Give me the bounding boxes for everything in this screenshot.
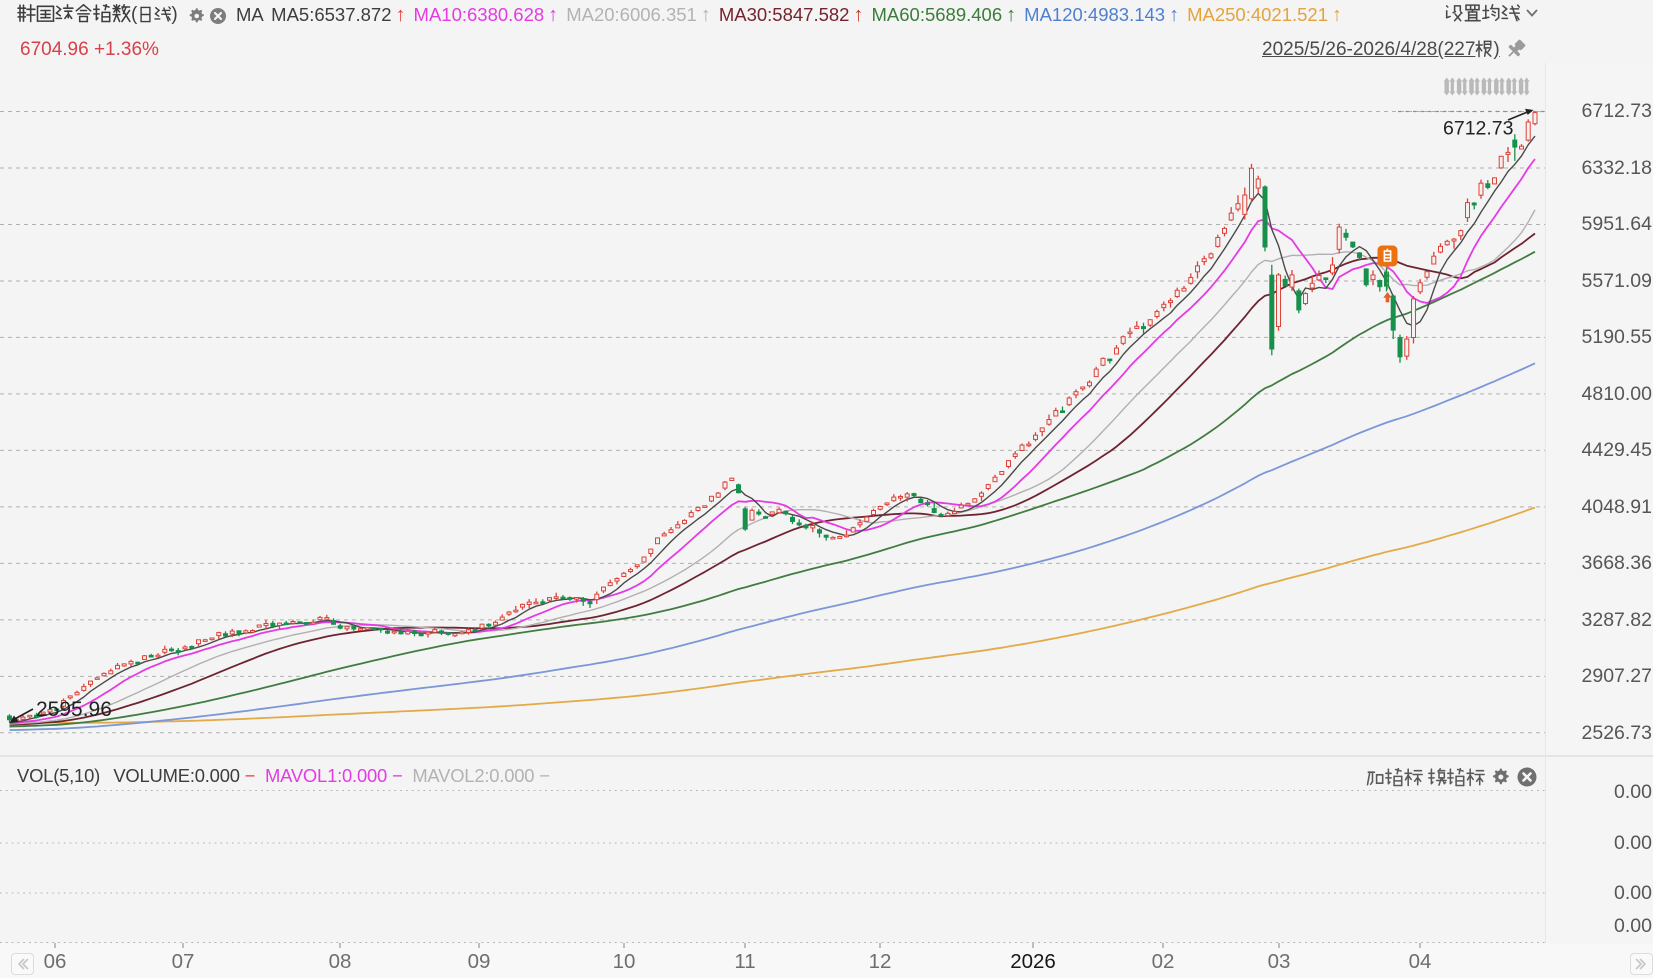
svg-text:2595.96: 2595.96: [36, 698, 112, 721]
svg-text:6712.73: 6712.73: [1443, 118, 1514, 140]
